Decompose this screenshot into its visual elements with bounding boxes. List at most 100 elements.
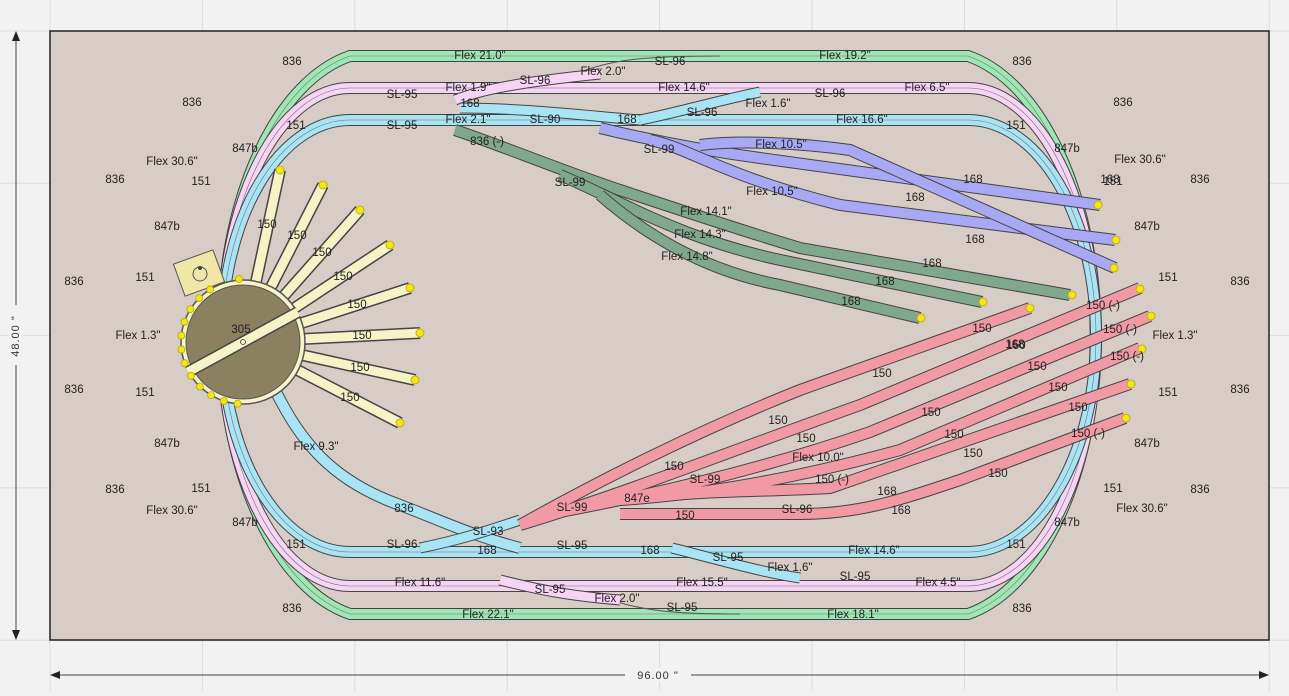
red-yard-label-21: 150 (-): [1103, 324, 1137, 336]
outer-left-label-3: 836: [64, 384, 83, 396]
spur-end-5: [405, 283, 415, 293]
inner-top-label-3: Flex 2.1": [446, 114, 491, 126]
inner-left-label-9: 847b: [232, 517, 258, 529]
red-yard-label-4: SL-99: [690, 474, 721, 486]
green-yard-label-1: 836 (-): [470, 136, 504, 148]
green-yard-label-5: Flex 14.8": [661, 251, 712, 263]
red-yard-label-15: 150: [1006, 340, 1025, 352]
turntable-area: [172, 165, 425, 429]
middle-bottom-label-6: SL-95: [840, 571, 871, 583]
spur-end-8: [395, 418, 405, 428]
width-dimension-label: 96.00 ": [637, 670, 679, 682]
inner-top-label-6: SL-96: [687, 107, 718, 119]
blue-yard-label-1: SL-99: [644, 144, 675, 156]
red-yard-label-7: 150: [664, 461, 683, 473]
red-yard-label-23: 150 (-): [1071, 428, 1105, 440]
inner-left-label-4: 151: [135, 272, 154, 284]
red-yard-label-25: 168: [877, 486, 896, 498]
blue-yard-label-7: 168: [1100, 174, 1119, 186]
inner-bottom-label-11: Flex 9.3": [294, 441, 339, 453]
red-yard-label-11: 150: [921, 407, 940, 419]
inner-loop: [216, 86, 1102, 584]
inner-bottom-label-9: 151: [1006, 539, 1025, 551]
turntable-spurs-label-7: 150: [350, 362, 369, 374]
middle-top-label-9: SL-96: [815, 88, 846, 100]
red-yard-label-17: 150: [1048, 382, 1067, 394]
red-yard-label-9: 150: [796, 433, 815, 445]
inner-right-label-4: 151: [1158, 272, 1177, 284]
inner-bottom-label-3: SL-93: [473, 526, 504, 538]
turntable-spurs-label-3: 150: [312, 247, 331, 259]
dimension-width: 96.00 ": [50, 668, 1269, 682]
inner-top-label-1: 151: [286, 120, 305, 132]
middle-bottom-label-3: Flex 2.0": [595, 593, 640, 605]
blue-yard: [598, 122, 1121, 274]
middle-top-label-4: Flex 1.9": [446, 82, 491, 94]
turntable-label-1: 305: [231, 324, 250, 336]
inner-bottom-label-1: 151: [286, 539, 305, 551]
red-yard-label-16: 150: [1027, 361, 1046, 373]
inner-bottom-label-6: 168: [640, 545, 659, 557]
red-yard: [517, 282, 1156, 531]
inner-left-label-7: 847b: [154, 438, 180, 450]
middle-sides-label-1: Flex 30.6": [146, 156, 197, 168]
middle-bottom-label-2: SL-95: [535, 584, 566, 596]
green-yard-label-7: 168: [875, 276, 894, 288]
inner-bottom-label-4: 168: [477, 545, 496, 557]
middle-bottom-label-1: Flex 11.6": [395, 577, 446, 589]
turntable-spurs-label-2: 150: [287, 230, 306, 242]
outer-top-label-5: 836: [1012, 56, 1031, 68]
inner-left-label-2: 151: [191, 176, 210, 188]
blue-yard-label-3: Flex 10.5": [746, 186, 797, 198]
red-yard-label-5: SL-96: [782, 504, 813, 516]
spur-end-7: [410, 375, 420, 385]
inner-left-label-6: 151: [135, 387, 154, 399]
red-yard-label-22: 150 (-): [1110, 351, 1144, 363]
outer-bottom-label-1: 836: [282, 603, 301, 615]
middle-sides-label-3: Flex 30.6": [146, 505, 197, 517]
outer-left-label-4: 836: [105, 484, 124, 496]
inner-bottom-label-7: SL-95: [713, 552, 744, 564]
outer-bottom-label-4: Flex 18.1": [827, 609, 878, 621]
turntable-spurs-label-8: 150: [340, 392, 359, 404]
inner-bottom-label-2: SL-96: [387, 539, 418, 551]
turntable-spurs: [250, 165, 425, 429]
inner-right-label-3: 847b: [1134, 221, 1160, 233]
outer-right-label-4: 836: [1190, 484, 1209, 496]
red-yard-label-24: 150 (-): [815, 474, 849, 486]
inner-left-label-5: Flex 1.3": [116, 330, 161, 342]
middle-sides-label-4: Flex 30.6": [1116, 503, 1167, 515]
outer-bottom-label-5: 836: [1012, 603, 1031, 615]
turntable-spurs-label-5: 150: [347, 299, 366, 311]
control-hut: [172, 249, 226, 297]
red-yard-label-18: 150: [1068, 402, 1087, 414]
red-yard-label-26: 168: [891, 505, 910, 517]
red-yard-label-6: Flex 10.0": [792, 452, 843, 464]
blue-yard-label-5: 168: [905, 192, 924, 204]
turntable-spurs-label-6: 150: [352, 330, 371, 342]
middle-top-label-2: SL-96: [520, 75, 551, 87]
inner-top-label-4: SL-90: [530, 114, 561, 126]
spur-end-2: [318, 180, 328, 190]
red-yard-label-8: 150: [768, 415, 787, 427]
red-yard-label-20: 150 (-): [1086, 300, 1120, 312]
inner-right-label-9: 847b: [1054, 517, 1080, 529]
red-yard-label-14: 150: [988, 468, 1007, 480]
inner-top-label-8: 151: [1006, 120, 1025, 132]
green-yard-label-6: 168: [922, 258, 941, 270]
middle-top-label-8: Flex 1.6": [746, 98, 791, 110]
red-yard-label-12: 150: [944, 429, 963, 441]
middle-top-label-7: Flex 14.6": [658, 82, 709, 94]
middle-top-label-1: 836: [182, 97, 201, 109]
red-yard-label-27: 168: [1005, 339, 1024, 351]
blue-yard-label-4: 168: [963, 174, 982, 186]
green-yard-label-2: SL-99: [555, 177, 586, 189]
inner-right-label-6: 151: [1158, 387, 1177, 399]
middle-bottom-label-4: Flex 15.5": [676, 577, 727, 589]
outer-bottom-label-3: SL-95: [667, 602, 698, 614]
inner-bottom-label-5: SL-95: [557, 540, 588, 552]
green-yard: [453, 124, 1077, 324]
outer-right-label-1: 836: [1190, 174, 1209, 186]
spur-end-1: [275, 165, 285, 175]
